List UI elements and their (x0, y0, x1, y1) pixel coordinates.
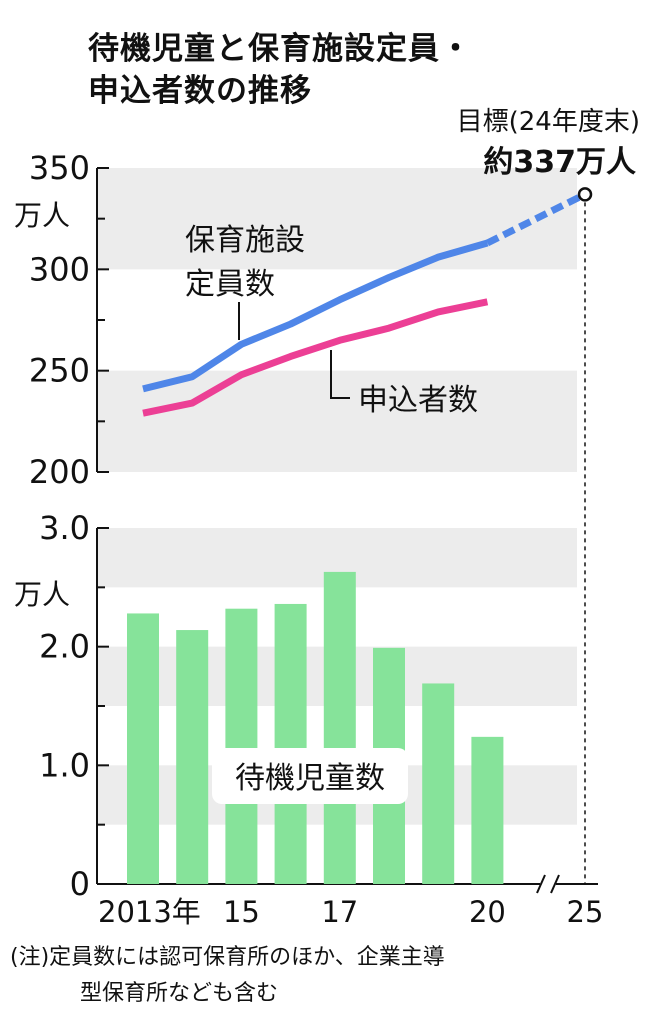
capacity-series-label-line-2: 定員数 (185, 267, 275, 302)
waiting-bar-2016 (274, 603, 307, 884)
waiting-bar-2020 (471, 736, 504, 884)
applicants-callout-leader (330, 350, 350, 399)
lower-unit-label: 万人 (14, 578, 70, 611)
lower-y-tick-label: 2.0 (39, 628, 90, 666)
x-tick-label: 25 (567, 895, 604, 929)
lower-y-tick-label: 1.0 (39, 746, 90, 784)
upper-band-0 (97, 168, 577, 270)
axis-break-mark (536, 874, 546, 894)
upper-y-tick-label: 200 (29, 453, 90, 491)
footnote-line-2: 型保育所なども含む (80, 981, 279, 1006)
chart-title-line-1: 待機児童と保育施設定員・ (88, 31, 472, 67)
upper-y-tick-label: 350 (29, 149, 90, 187)
upper-band-1 (97, 370, 577, 472)
waiting-bar-2014 (176, 630, 209, 884)
x-tick-label: 15 (223, 895, 260, 929)
waiting-bar-2017 (323, 571, 356, 884)
lower-y-tick-label: 3.0 (39, 509, 90, 547)
lower-y-tick-label: 0 (70, 865, 90, 903)
x-tick-label: 20 (469, 895, 506, 929)
upper-unit-label: 万人 (14, 199, 70, 232)
footnote-line-1: (注)定員数には認可保育所のほか、企業主導 (10, 945, 445, 970)
capacity-series-label-line-1: 保育施設 (185, 223, 305, 258)
capacity-line (142, 239, 489, 393)
upper-y-tick-label: 250 (29, 352, 90, 390)
waiting-bar-2013 (127, 613, 159, 884)
target-label: 目標(24年度末) (457, 107, 640, 137)
x-tick-label: 17 (321, 895, 358, 929)
waiting-label-bg (212, 748, 408, 804)
upper-y-tick-label: 300 (29, 250, 90, 288)
axis-break-mark (550, 874, 560, 894)
target-marker (577, 187, 593, 202)
target-value-label: 約337万人 (483, 145, 636, 180)
chart-title: 待機児童と保育施設定員・ 申込者数の推移 (88, 28, 472, 112)
waiting-bar-2019 (422, 683, 455, 884)
x-tick-label: 2013年 (98, 895, 201, 929)
applicants-line (142, 298, 489, 417)
footnote: (注)定員数には認可保育所のほか、企業主導 型保育所なども含む (10, 940, 650, 1012)
chart-title-line-2: 申込者数の推移 (88, 73, 312, 109)
waiting-series-label: 待機児童数 (235, 761, 385, 796)
waiting-bar-2015 (225, 608, 258, 884)
applicants-series-label: 申込者数 (358, 383, 478, 418)
